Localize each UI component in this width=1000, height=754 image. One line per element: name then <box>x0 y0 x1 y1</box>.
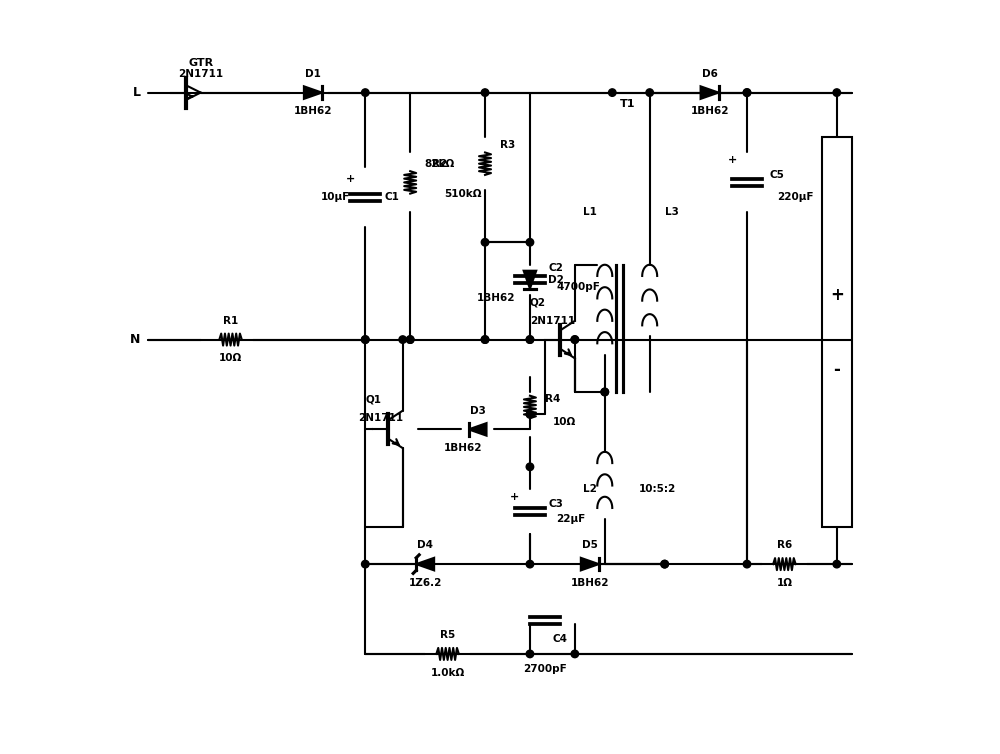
Text: D2: D2 <box>548 274 564 285</box>
Text: 10Ω: 10Ω <box>552 417 576 427</box>
Text: D3: D3 <box>470 406 485 415</box>
Text: 510kΩ: 510kΩ <box>444 188 481 198</box>
Circle shape <box>406 336 414 343</box>
Text: 1BH62: 1BH62 <box>294 106 332 116</box>
Circle shape <box>526 650 534 657</box>
Text: D1: D1 <box>305 69 321 79</box>
Circle shape <box>362 560 369 568</box>
Text: +: + <box>830 286 844 304</box>
Text: N: N <box>130 333 141 346</box>
Text: T1: T1 <box>619 99 635 109</box>
Circle shape <box>743 89 751 97</box>
Circle shape <box>526 560 534 568</box>
Circle shape <box>362 336 369 343</box>
Text: Q1: Q1 <box>365 394 381 404</box>
Text: 1BH62: 1BH62 <box>690 106 729 116</box>
Text: 2N1711: 2N1711 <box>530 316 575 326</box>
Circle shape <box>526 238 534 246</box>
FancyBboxPatch shape <box>822 137 852 527</box>
Text: 82kΩ: 82kΩ <box>425 158 455 169</box>
Text: C5: C5 <box>769 170 784 180</box>
Circle shape <box>526 463 534 470</box>
Circle shape <box>601 388 609 396</box>
Circle shape <box>833 560 841 568</box>
Text: 1.0kΩ: 1.0kΩ <box>430 667 465 678</box>
Text: L2: L2 <box>583 484 597 495</box>
Polygon shape <box>469 423 487 436</box>
Text: 10:5:2: 10:5:2 <box>639 484 676 495</box>
Circle shape <box>526 336 534 343</box>
Text: L1: L1 <box>583 207 597 217</box>
Circle shape <box>399 336 406 343</box>
Circle shape <box>661 560 668 568</box>
Text: R6: R6 <box>777 541 792 550</box>
Circle shape <box>481 238 489 246</box>
Polygon shape <box>701 86 719 99</box>
Text: L3: L3 <box>665 207 679 217</box>
Text: -: - <box>833 360 840 379</box>
Circle shape <box>571 336 579 343</box>
Circle shape <box>601 388 609 396</box>
Text: 10Ω: 10Ω <box>219 354 242 363</box>
Circle shape <box>526 336 534 343</box>
Circle shape <box>481 336 489 343</box>
Text: C4: C4 <box>552 634 567 644</box>
Text: +: + <box>727 155 737 165</box>
Text: R3: R3 <box>500 140 515 150</box>
Circle shape <box>571 336 579 343</box>
Text: +: + <box>510 492 520 501</box>
Circle shape <box>526 411 534 418</box>
Text: R2: R2 <box>432 158 448 169</box>
Circle shape <box>571 650 579 657</box>
Circle shape <box>646 89 653 97</box>
Polygon shape <box>304 86 322 99</box>
Circle shape <box>362 336 369 343</box>
Text: 1Z6.2: 1Z6.2 <box>408 578 442 588</box>
Text: 1Ω: 1Ω <box>776 578 792 588</box>
Text: C2: C2 <box>549 263 564 274</box>
Text: 2N1711: 2N1711 <box>178 69 223 79</box>
Circle shape <box>609 89 616 97</box>
Text: C3: C3 <box>549 499 564 509</box>
Circle shape <box>833 89 841 97</box>
Text: D6: D6 <box>702 69 718 79</box>
Polygon shape <box>524 271 536 289</box>
Circle shape <box>743 89 751 97</box>
Text: R4: R4 <box>545 394 560 404</box>
Text: 4700pF: 4700pF <box>556 282 600 293</box>
Text: 1BH62: 1BH62 <box>477 293 516 303</box>
Circle shape <box>362 89 369 97</box>
Text: D4: D4 <box>417 541 433 550</box>
Text: R1: R1 <box>223 316 238 326</box>
Text: 220μF: 220μF <box>777 192 813 202</box>
Circle shape <box>406 336 414 343</box>
Circle shape <box>481 336 489 343</box>
Text: GTR: GTR <box>188 57 213 68</box>
Text: 1BH62: 1BH62 <box>571 578 609 588</box>
Text: Q2: Q2 <box>530 297 546 307</box>
Polygon shape <box>416 558 434 570</box>
Circle shape <box>481 89 489 97</box>
Text: D5: D5 <box>582 541 598 550</box>
Text: R5: R5 <box>440 630 455 640</box>
Text: 2N1711: 2N1711 <box>358 413 403 423</box>
Text: 22μF: 22μF <box>556 514 585 524</box>
Circle shape <box>661 560 668 568</box>
Text: +: + <box>346 173 355 184</box>
Text: L: L <box>133 86 141 99</box>
Polygon shape <box>581 558 599 570</box>
Text: 1BH62: 1BH62 <box>443 443 482 453</box>
Text: C1: C1 <box>384 192 399 202</box>
Circle shape <box>743 560 751 568</box>
Text: 2700pF: 2700pF <box>523 664 567 674</box>
Text: 10μF: 10μF <box>321 192 350 202</box>
